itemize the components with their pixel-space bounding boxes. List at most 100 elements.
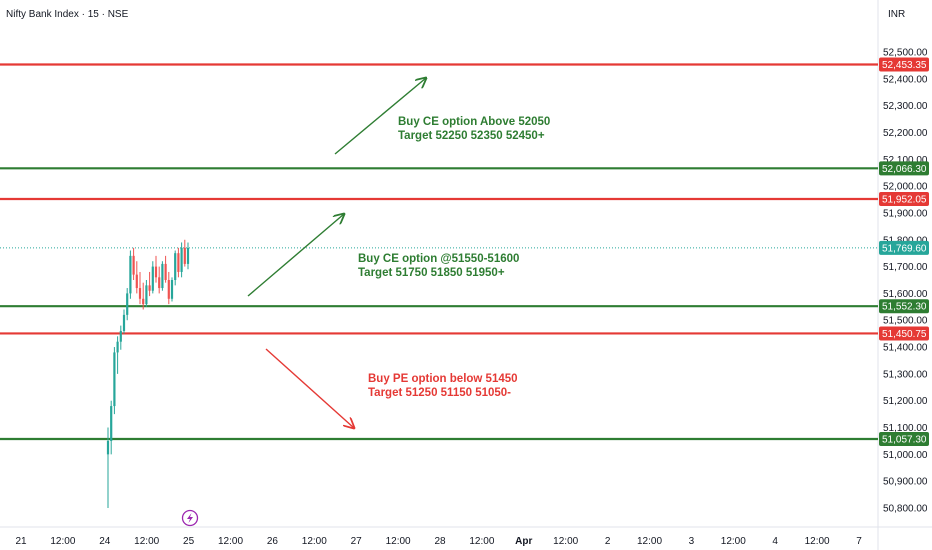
candle-body (142, 298, 145, 305)
last-price-label: 51,769.60 (882, 243, 927, 254)
annotation-3-line1: Buy PE option below 51450 (368, 373, 518, 385)
price-tick-label: 52,500.00 (883, 48, 928, 59)
candle-body (151, 266, 154, 291)
annotation-1[interactable]: Buy CE option Above 52050 Target 52250 5… (398, 116, 550, 142)
price-tick-label: 51,100.00 (883, 423, 928, 434)
horizontal-levels[interactable] (0, 63, 878, 441)
candle-body (183, 247, 186, 264)
bolt-icon[interactable] (181, 509, 199, 527)
time-tick-label: 12:00 (134, 536, 159, 547)
time-tick-label: 27 (351, 536, 363, 547)
price-tick-label: 52,000.00 (883, 182, 928, 193)
candle-body (164, 263, 167, 280)
price-tick-label: 52,300.00 (883, 101, 928, 112)
candle-body (129, 255, 132, 294)
level-tag-label: 51,952.05 (882, 194, 927, 205)
candle-body (174, 253, 177, 280)
last-price-tag (879, 240, 929, 255)
annotation-3-line2: Target 51250 51150 51050- (368, 387, 511, 399)
down-arrow[interactable] (265, 348, 354, 428)
time-tick-label: 12:00 (469, 536, 494, 547)
price-tick-label: 51,900.00 (883, 208, 928, 219)
time-tick-label: 3 (689, 536, 695, 547)
price-tick-label: 51,500.00 (883, 316, 928, 327)
candle-body (135, 274, 138, 289)
time-tick-label: 12:00 (637, 536, 662, 547)
price-tick-label: 52,400.00 (883, 74, 928, 85)
price-tick-label: 51,700.00 (883, 262, 928, 273)
candle-body (116, 341, 119, 353)
time-tick-label: 12:00 (386, 536, 411, 547)
price-tick-label: 52,100.00 (883, 155, 928, 166)
price-tick-label: 50,800.00 (883, 504, 928, 515)
time-tick-label: 21 (15, 536, 27, 547)
level-tag (879, 57, 929, 72)
annotation-1-line2: Target 52250 52350 52450+ (398, 130, 545, 142)
level-tag-label: 51,057.30 (882, 434, 927, 445)
level-tag (879, 431, 929, 446)
level-tag-label: 52,066.30 (882, 164, 927, 175)
price-tags: 52,453.35 52,066.30 51,952.05 51,552.30 51,4… (879, 57, 929, 446)
candle-body (122, 314, 126, 331)
time-tick-label: 24 (99, 536, 111, 547)
candle-body (126, 293, 129, 315)
annotation-3[interactable]: Buy PE option below 51450 Target 51250 5… (368, 373, 518, 399)
time-tick-label: 7 (856, 536, 862, 547)
time-tick-label: 12:00 (805, 536, 830, 547)
candlestick-series (106, 239, 190, 508)
annotation-2[interactable]: Buy CE option @51550-51600 Target 51750 … (358, 253, 519, 279)
level-tag (879, 299, 929, 314)
candle-body (167, 280, 170, 299)
time-tick-label: 2 (605, 536, 611, 547)
candle-body (177, 253, 180, 272)
candle-body (132, 255, 135, 275)
annotation-2-line2: Target 51750 51850 51950+ (358, 267, 505, 279)
time-tick-label: 4 (772, 536, 778, 547)
time-tick-label: 12:00 (50, 536, 75, 547)
level-tag-label: 51,450.75 (882, 329, 927, 340)
time-tick-label: 28 (434, 536, 446, 547)
price-tick-label: 52,200.00 (883, 128, 928, 139)
candle-body (161, 263, 164, 289)
candle-body (138, 288, 142, 299)
price-tick-label: 51,600.00 (883, 289, 928, 300)
candle-body (106, 440, 110, 455)
time-tick-label: 26 (267, 536, 279, 547)
candle-body (113, 352, 116, 407)
time-tick-label: 12:00 (302, 536, 327, 547)
level-tag (879, 161, 929, 176)
candle-body (119, 330, 122, 342)
up-arrow-1[interactable] (334, 78, 426, 155)
time-tick-label: 12:00 (721, 536, 746, 547)
candle-body (154, 266, 158, 278)
time-tick-label: 12:00 (553, 536, 578, 547)
annotation-1-line1: Buy CE option Above 52050 (398, 116, 550, 128)
time-tick-label: 25 (183, 536, 195, 547)
time-axis[interactable]: 21 12:00 24 12:00 25 12:00 26 12:00 27 12:00 28 12:… (15, 536, 862, 547)
annotation-2-line1: Buy CE option @51550-51600 (358, 253, 519, 265)
candle-body (186, 247, 190, 264)
time-tick-label: 12:00 (218, 536, 243, 547)
candle-body (170, 280, 174, 299)
candle-body (148, 285, 151, 291)
level-tag (879, 326, 929, 341)
price-tick-label: 51,400.00 (883, 343, 928, 354)
price-tick-label: 51,300.00 (883, 369, 928, 380)
currency-label[interactable]: INR (888, 9, 905, 20)
level-tag-label: 51,552.30 (882, 302, 927, 313)
price-tick-label: 51,800.00 (883, 235, 928, 246)
up-arrow-2[interactable] (247, 214, 344, 297)
level-tag-label: 52,453.35 (882, 60, 927, 71)
level-tag (879, 191, 929, 206)
chart-title: Nifty Bank Index · 15 · NSE (6, 9, 129, 20)
candle-body (145, 285, 148, 305)
price-tick-label: 51,000.00 (883, 450, 928, 461)
time-tick-label: Apr (515, 536, 532, 547)
candle-body (110, 406, 113, 441)
price-tick-label: 50,900.00 (883, 477, 928, 488)
candle-body (180, 247, 183, 272)
price-axis[interactable]: 52,500.00 52,400.00 52,300.00 52,200.00 52,1… (883, 48, 928, 515)
price-tick-label: 51,200.00 (883, 396, 928, 407)
candle-body (158, 277, 161, 289)
